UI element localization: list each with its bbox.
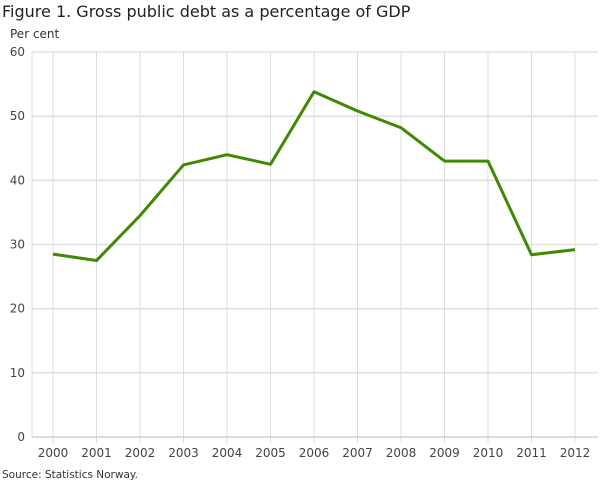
- x-tick-label: 2001: [81, 446, 112, 460]
- source-note: Source: Statistics Norway.: [2, 469, 138, 481]
- x-tick-label: 2004: [212, 446, 243, 460]
- y-tick-label: 10: [10, 366, 25, 380]
- x-tick-label: 2005: [255, 446, 286, 460]
- x-tick-label: 2010: [473, 446, 504, 460]
- x-tick-label: 2006: [299, 446, 330, 460]
- y-tick-label: 40: [10, 173, 25, 187]
- y-tick-label: 50: [10, 109, 25, 123]
- y-tick-label: 0: [17, 430, 25, 444]
- y-tick-label: 30: [10, 238, 25, 252]
- chart-title: Figure 1. Gross public debt as a percent…: [2, 2, 411, 21]
- x-tick-label: 2000: [38, 446, 69, 460]
- x-tick-label: 2002: [125, 446, 156, 460]
- x-tick-label: 2008: [386, 446, 417, 460]
- y-tick-label: 60: [10, 45, 25, 59]
- x-tick-label: 2009: [429, 446, 460, 460]
- x-tick-label: 2007: [342, 446, 373, 460]
- y-axis-label: Per cent: [10, 27, 60, 41]
- y-tick-label: 20: [10, 302, 25, 316]
- x-tick-label: 2003: [168, 446, 199, 460]
- x-tick-label: 2012: [560, 446, 591, 460]
- x-tick-label: 2011: [516, 446, 547, 460]
